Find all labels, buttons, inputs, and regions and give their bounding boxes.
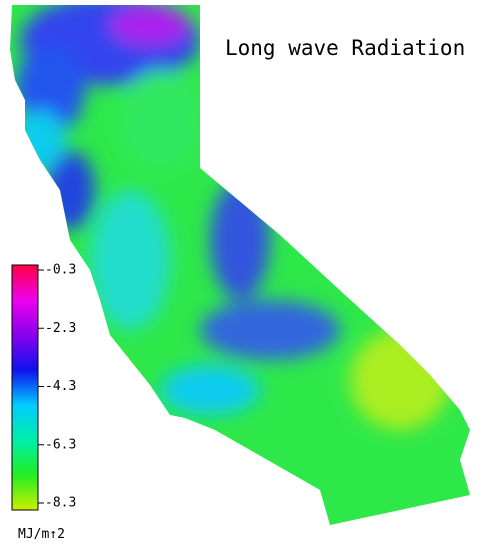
tick-label: -0.3	[45, 263, 76, 278]
colorbar	[11, 264, 39, 511]
tick-label: -4.3	[45, 379, 76, 394]
tick-label: -6.3	[45, 437, 76, 452]
map-title: Long wave Radiation	[225, 36, 465, 60]
tick-label: -8.3	[45, 496, 76, 511]
tick-label: -2.3	[45, 321, 76, 336]
colorbar-unit: MJ/m↑2	[18, 527, 65, 542]
